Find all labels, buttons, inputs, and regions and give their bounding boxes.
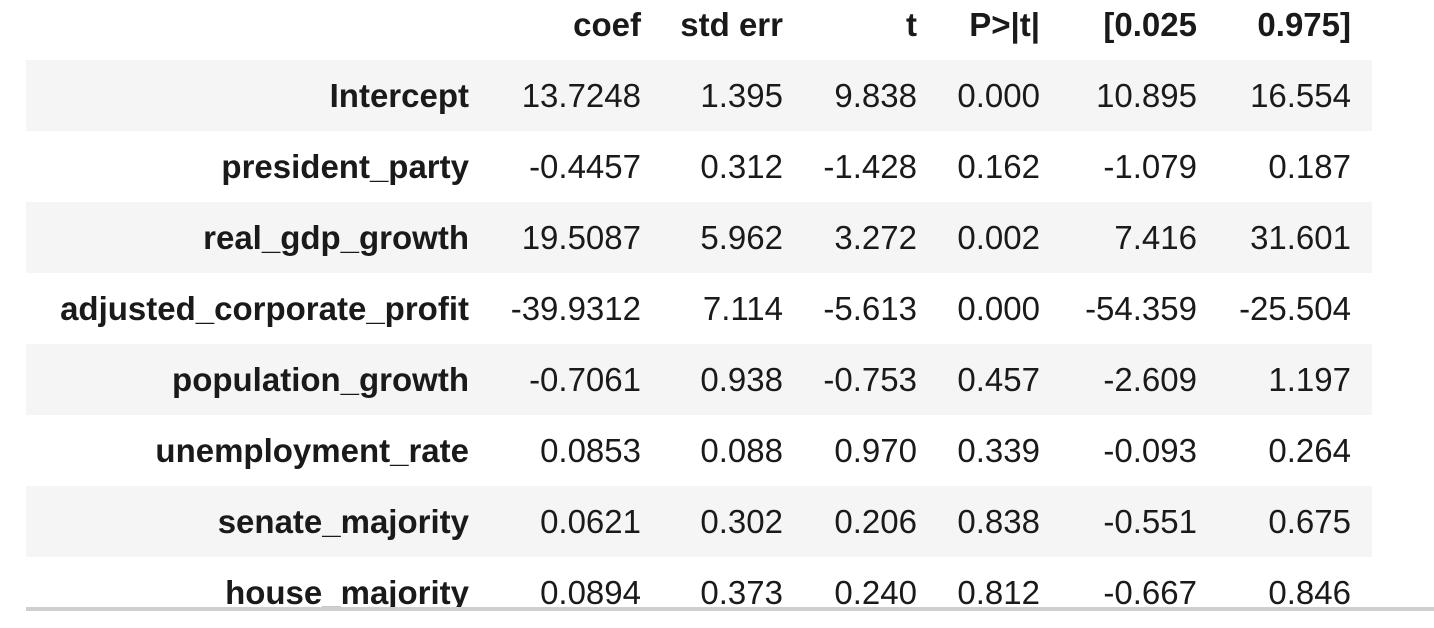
- table-row: senate_majority 0.0621 0.302 0.206 0.838…: [26, 486, 1372, 557]
- ci-lower-cell: -0.551: [1103, 502, 1197, 540]
- std-err-cell: 5.962: [700, 218, 783, 256]
- coef-cell: 19.5087: [521, 218, 641, 256]
- row-label: senate_majority: [217, 502, 469, 540]
- p-value-cell: 0.162: [957, 147, 1040, 185]
- coef-cell: 0.0853: [540, 431, 641, 469]
- p-value-cell: 0.812: [957, 573, 1040, 611]
- ci-lower-cell: -0.667: [1103, 573, 1197, 611]
- ci-lower-cell: -54.359: [1085, 289, 1197, 327]
- ci-lower-cell: -1.079: [1103, 147, 1197, 185]
- p-value-cell: 0.838: [957, 502, 1040, 540]
- coef-cell: 0.0894: [540, 573, 641, 611]
- row-label: adjusted_corporate_profit: [60, 289, 469, 327]
- std-err-cell: 0.938: [700, 360, 783, 398]
- std-err-cell: 1.395: [700, 76, 783, 114]
- ci-upper-cell: -25.504: [1239, 289, 1351, 327]
- std-err-cell: 7.114: [702, 289, 783, 327]
- header-cell-ci-upper: 0.975]: [1257, 6, 1351, 43]
- table-row: unemployment_rate 0.0853 0.088 0.970 0.3…: [26, 415, 1372, 486]
- ci-upper-cell: 0.264: [1268, 431, 1351, 469]
- header-cell-p-value: P>|t|: [969, 6, 1040, 43]
- ci-lower-cell: 10.895: [1096, 76, 1197, 114]
- table-row: adjusted_corporate_profit -39.9312 7.114…: [26, 273, 1372, 344]
- header-cell-t: t: [906, 6, 917, 43]
- row-label: Intercept: [329, 76, 469, 114]
- ci-lower-cell: 7.416: [1114, 218, 1197, 256]
- ci-upper-cell: 31.601: [1250, 218, 1351, 256]
- ci-lower-cell: -0.093: [1103, 431, 1197, 469]
- coef-cell: -0.7061: [529, 360, 641, 398]
- table-header-row: coef std err t P>|t| [0.025 0.975]: [26, 0, 1372, 60]
- ci-upper-cell: 0.675: [1268, 502, 1351, 540]
- row-label: real_gdp_growth: [203, 218, 469, 256]
- row-label: unemployment_rate: [155, 431, 469, 469]
- t-cell: 0.240: [834, 573, 917, 611]
- std-err-cell: 0.373: [700, 573, 783, 611]
- regression-table: coef std err t P>|t| [0.025 0.975] Inter…: [26, 0, 1372, 628]
- ci-upper-cell: 0.187: [1268, 147, 1351, 185]
- ci-lower-cell: -2.609: [1103, 360, 1197, 398]
- t-cell: 9.838: [834, 76, 917, 114]
- t-cell: -0.753: [823, 360, 917, 398]
- std-err-cell: 0.302: [700, 502, 783, 540]
- ci-upper-cell: 16.554: [1250, 76, 1351, 114]
- t-cell: 0.970: [834, 431, 917, 469]
- p-value-cell: 0.000: [957, 76, 1040, 114]
- header-cell-std-err: std err: [680, 6, 783, 43]
- row-label: population_growth: [172, 360, 469, 398]
- table-row: Intercept 13.7248 1.395 9.838 0.000 10.8…: [26, 60, 1372, 131]
- table-row: population_growth -0.7061 0.938 -0.753 0…: [26, 344, 1372, 415]
- coef-cell: -39.9312: [510, 289, 641, 327]
- table-row: president_party -0.4457 0.312 -1.428 0.1…: [26, 131, 1372, 202]
- std-err-cell: 0.088: [700, 431, 783, 469]
- header-cell-ci-lower: [0.025: [1103, 6, 1197, 43]
- t-cell: 0.206: [834, 502, 917, 540]
- ci-upper-cell: 0.846: [1268, 573, 1351, 611]
- horizontal-scrollbar[interactable]: [26, 607, 1434, 611]
- row-label: president_party: [221, 147, 469, 185]
- coef-cell: 13.7248: [521, 76, 641, 114]
- p-value-cell: 0.457: [957, 360, 1040, 398]
- row-label: house_majority: [225, 573, 469, 611]
- std-err-cell: 0.312: [700, 147, 783, 185]
- table-row: real_gdp_growth 19.5087 5.962 3.272 0.00…: [26, 202, 1372, 273]
- p-value-cell: 0.002: [957, 218, 1040, 256]
- t-cell: 3.272: [834, 218, 917, 256]
- ci-upper-cell: 1.197: [1268, 360, 1351, 398]
- coef-cell: 0.0621: [540, 502, 641, 540]
- p-value-cell: 0.339: [957, 431, 1040, 469]
- table-row: house_majority 0.0894 0.373 0.240 0.812 …: [26, 557, 1372, 628]
- header-cell-coef: coef: [573, 6, 641, 43]
- coef-cell: -0.4457: [529, 147, 641, 185]
- t-cell: -1.428: [823, 147, 917, 185]
- p-value-cell: 0.000: [957, 289, 1040, 327]
- t-cell: -5.613: [823, 289, 917, 327]
